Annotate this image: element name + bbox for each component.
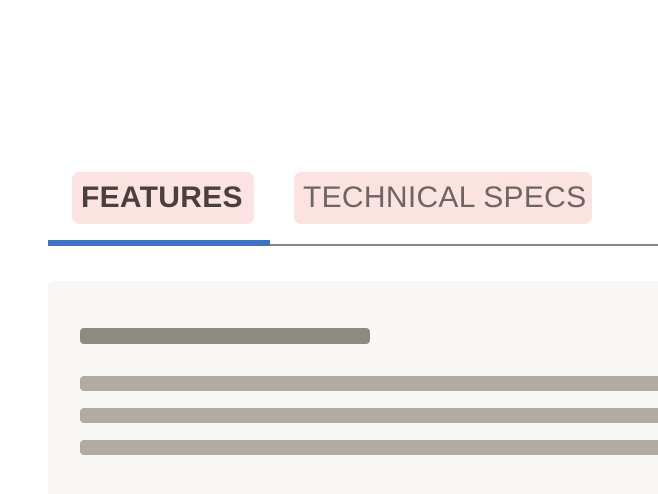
skeleton-title-placeholder [80,328,370,344]
skeleton-line-placeholder-3 [80,440,658,455]
active-tab-indicator [48,240,270,246]
skeleton-line-placeholder-1 [80,376,658,391]
skeleton-line-placeholder-2 [80,408,658,423]
tab-panel-content [48,281,658,494]
tab-list: FEATURES TECHNICAL SPECS [48,0,658,247]
tab-features[interactable]: FEATURES [72,172,254,224]
tab-technical-specs[interactable]: TECHNICAL SPECS [294,172,592,224]
tab-technical-specs-label: TECHNICAL SPECS [303,181,587,214]
tab-list-divider [48,244,658,246]
tab-features-label: FEATURES [81,181,243,214]
